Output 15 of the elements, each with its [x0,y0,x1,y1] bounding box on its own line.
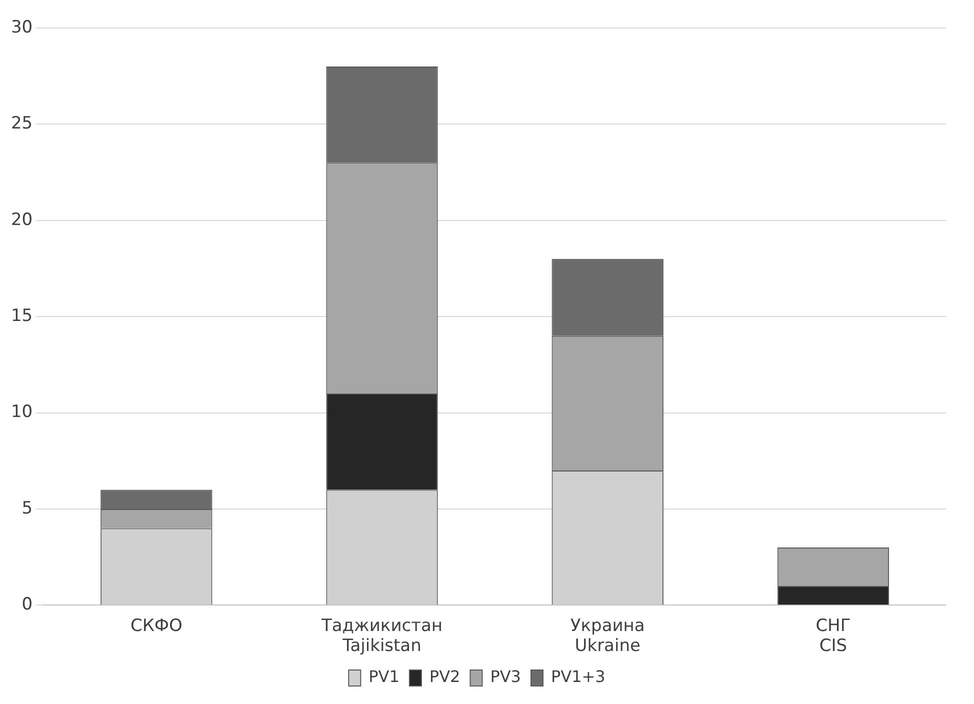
legend-label: PV2 [429,667,460,686]
legend-label: PV3 [490,667,521,686]
legend-label: PV1 [368,667,400,686]
y-tick-label: 10 [10,402,33,422]
x-tick-label: Таджикистан Tajikistan [320,616,443,656]
legend-label: PV1+3 [550,667,606,686]
y-tick-label: 5 [22,498,33,518]
y-tick-label: 15 [10,306,33,326]
y-tick-label: 0 [22,594,33,615]
y-tick-label: 25 [10,114,33,134]
y-tick-label: 20 [10,210,33,230]
x-tick-label: Украина Ukraine [570,616,645,656]
y-tick-label: 30 [10,17,33,38]
x-tick-label: СНГ CIS [816,616,851,656]
x-tick-label: СКФО [130,616,182,636]
